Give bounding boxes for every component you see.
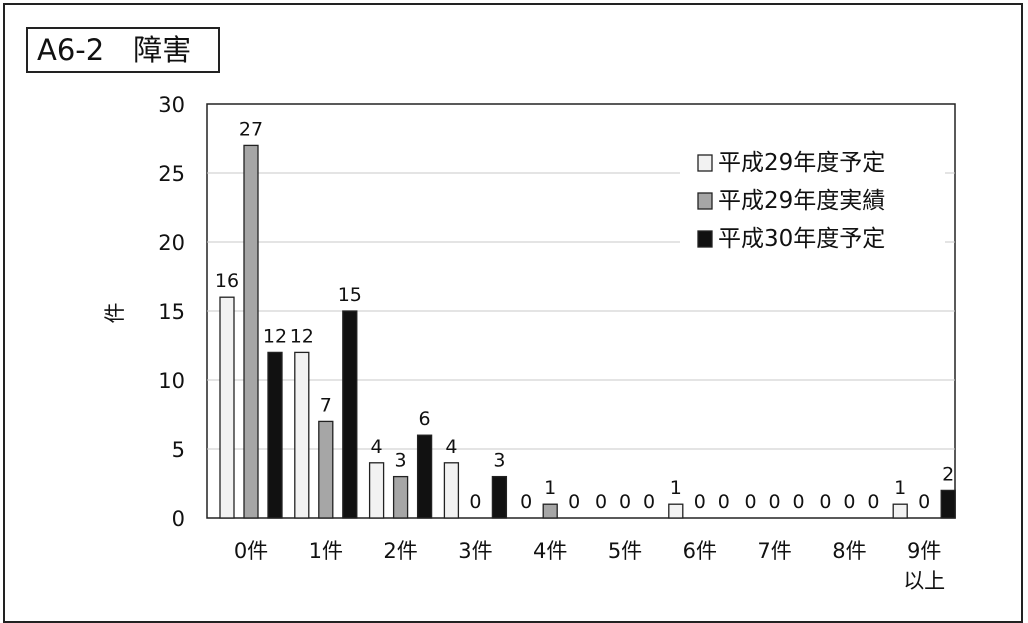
bar-series2-1 <box>318 420 334 519</box>
data-label-series1-2: 4 <box>371 436 383 458</box>
bar-series1-9 <box>892 503 908 519</box>
legend-marker-series3 <box>697 230 713 248</box>
y-tick-label-20: 20 <box>158 231 185 255</box>
bar-series2-2 <box>392 475 409 519</box>
data-label-series3-9: 2 <box>942 463 954 485</box>
bar-series1-1 <box>294 351 310 519</box>
data-label-series3-2: 6 <box>419 408 431 430</box>
data-label-series1-0: 16 <box>215 270 239 292</box>
data-label-series1-4: 0 <box>520 491 532 513</box>
legend-marker-series2 <box>697 192 713 210</box>
data-label-series1-8: 0 <box>819 491 831 513</box>
data-label-series1-6: 1 <box>670 477 682 499</box>
data-label-series2-0: 27 <box>239 118 263 140</box>
data-label-series2-8: 0 <box>843 491 855 513</box>
bar-series1-6 <box>668 503 684 519</box>
x-tick-label-4: 4件 <box>533 539 567 563</box>
data-label-series1-1: 12 <box>290 325 314 347</box>
x-tick-label-1: 1件 <box>309 539 343 563</box>
x-tick-label-5: 5件 <box>608 539 642 563</box>
y-tick-label-0: 0 <box>172 507 185 531</box>
y-axis-label: 件 <box>103 303 127 324</box>
data-label-series2-7: 0 <box>769 491 781 513</box>
bar-series3-1 <box>342 310 358 519</box>
bar-series1-3 <box>443 462 460 519</box>
data-label-series1-3: 4 <box>445 436 457 458</box>
data-label-series3-7: 0 <box>793 491 805 513</box>
y-tick-label-5: 5 <box>172 438 185 462</box>
data-label-series2-1: 7 <box>320 394 332 416</box>
data-label-series1-9: 1 <box>894 477 906 499</box>
data-label-series3-1: 15 <box>338 284 362 306</box>
data-label-series3-3: 3 <box>493 450 505 472</box>
data-label-series3-5: 0 <box>643 491 655 513</box>
data-label-series3-4: 0 <box>568 491 580 513</box>
data-label-series3-8: 0 <box>867 491 879 513</box>
data-label-series1-7: 0 <box>745 491 757 513</box>
data-label-series2-9: 0 <box>918 491 930 513</box>
x-tick-label-0: 0件 <box>234 539 268 563</box>
data-label-series2-6: 0 <box>694 491 706 513</box>
bar-series2-0 <box>243 144 259 519</box>
legend-marker-series1 <box>697 154 713 172</box>
x-tick-label-2: 2件 <box>383 539 417 563</box>
x-tick-label-7: 7件 <box>757 539 791 563</box>
data-label-series3-0: 12 <box>263 325 287 347</box>
legend-label-series3: 平成30年度予定 <box>718 226 885 252</box>
chart-title: A6-2 障害 <box>26 27 220 73</box>
y-tick-label-30: 30 <box>158 93 185 117</box>
x-tick-label-9-line2: 以上 <box>903 569 945 593</box>
bar-series3-0 <box>267 351 283 519</box>
chart-frame <box>3 3 1023 623</box>
legend-label-series1: 平成29年度予定 <box>718 150 885 176</box>
bar-series3-2 <box>416 434 433 519</box>
y-tick-label-10: 10 <box>158 369 185 393</box>
y-tick-label-25: 25 <box>158 162 185 186</box>
bar-series1-0 <box>219 296 235 519</box>
data-label-series2-4: 1 <box>544 477 556 499</box>
data-label-series2-3: 0 <box>469 491 481 513</box>
data-label-series3-6: 0 <box>718 491 730 513</box>
x-tick-label-6: 6件 <box>683 539 717 563</box>
legend-box <box>680 140 945 270</box>
x-tick-label-9: 9件 <box>907 539 941 563</box>
bar-series2-4 <box>542 503 558 519</box>
legend-label-series2: 平成29年度実績 <box>718 188 885 214</box>
bar-series3-3 <box>491 475 508 519</box>
x-tick-label-3: 3件 <box>458 539 492 563</box>
bar-series1-2 <box>368 462 385 519</box>
bar-series3-9 <box>940 489 956 519</box>
data-label-series1-5: 0 <box>595 491 607 513</box>
y-tick-label-15: 15 <box>158 300 185 324</box>
x-tick-label-8: 8件 <box>832 539 866 563</box>
data-label-series2-2: 3 <box>395 450 407 472</box>
data-label-series2-5: 0 <box>619 491 631 513</box>
